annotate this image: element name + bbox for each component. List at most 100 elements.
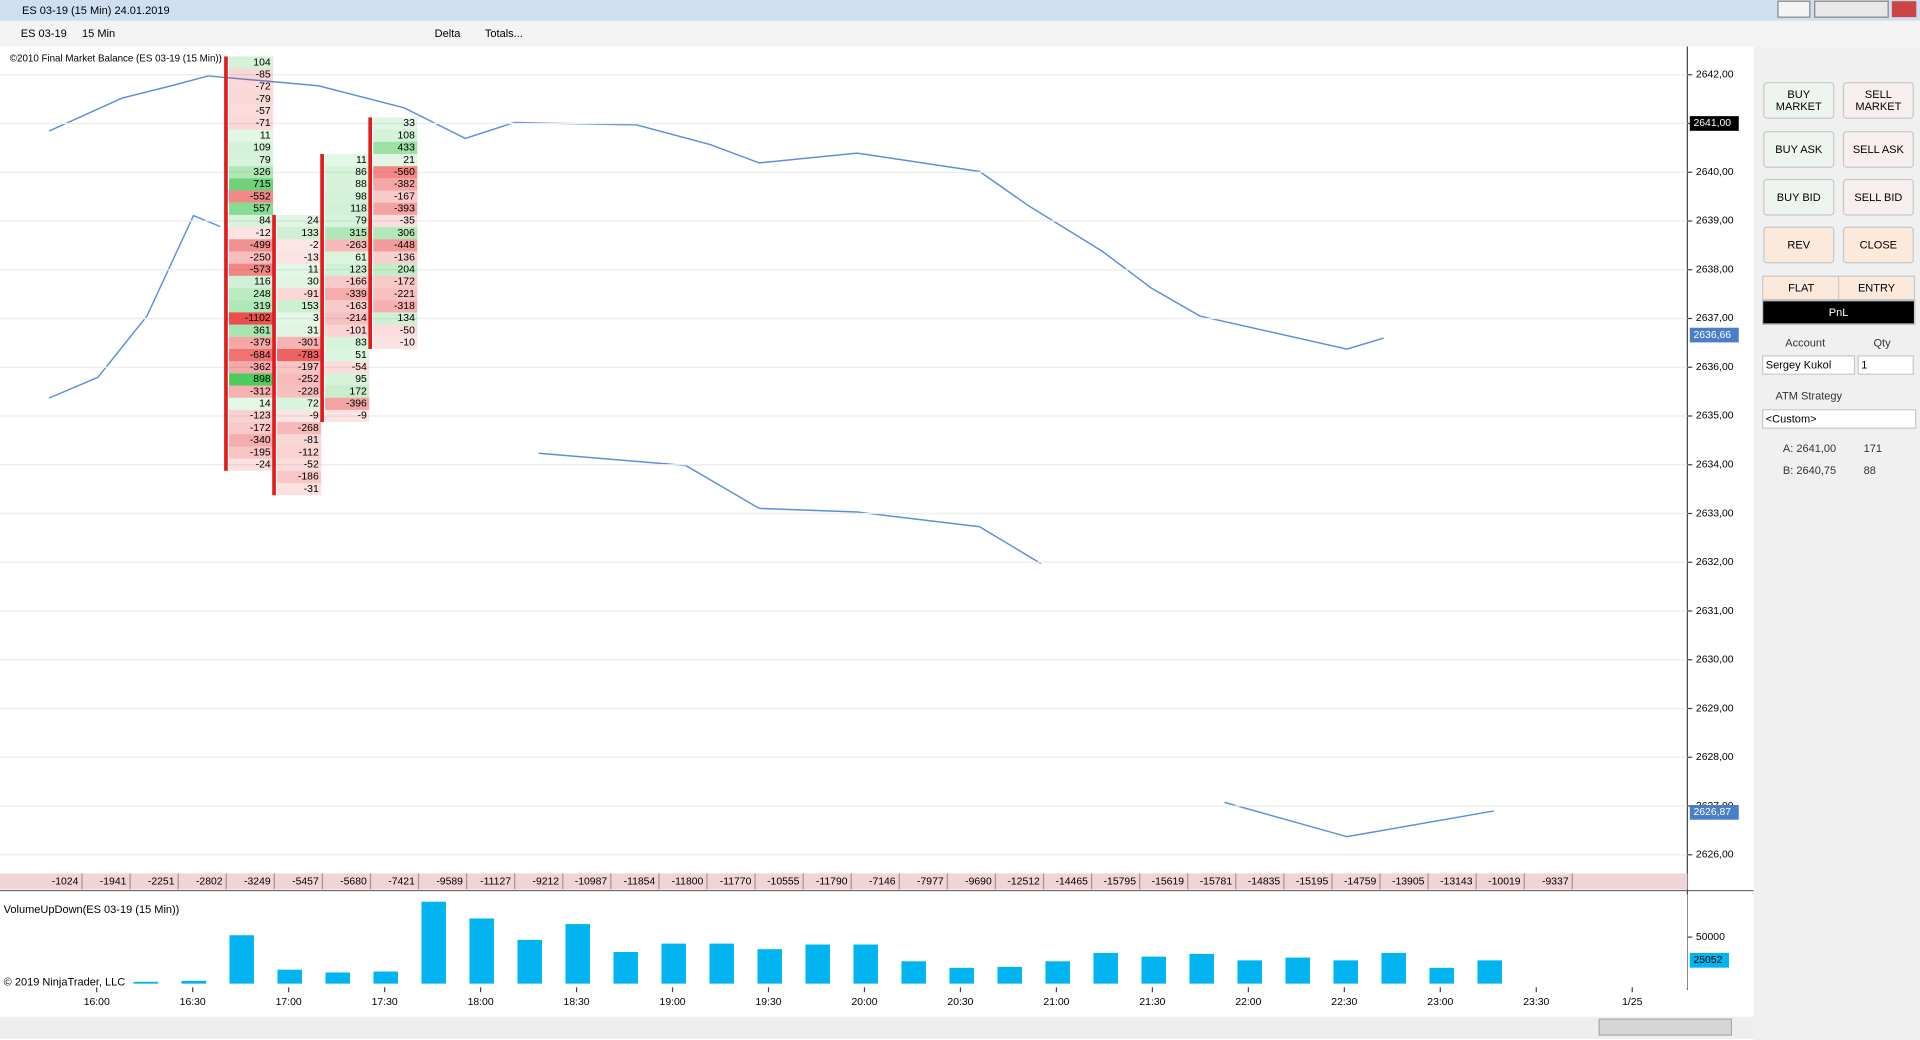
- x-tick-label: 16:00: [84, 997, 110, 1008]
- footprint-value: -9: [309, 411, 318, 422]
- delta-total: -2251: [148, 877, 175, 888]
- delta-total: -1024: [52, 877, 79, 888]
- window-button[interactable]: [1777, 0, 1811, 18]
- footprint-cell: [325, 251, 370, 264]
- sell-bid[interactable]: SELL BID: [1842, 178, 1914, 216]
- reverse[interactable]: REV: [1763, 226, 1835, 264]
- y-tick-label: 2638,00: [1696, 264, 1734, 275]
- toolbar: [0, 20, 1920, 47]
- delta-total: -10987: [575, 877, 608, 888]
- footprint-cell: [325, 214, 370, 228]
- footprint-cell: [373, 239, 418, 252]
- footprint-cell: [277, 239, 322, 252]
- price-marker: [1689, 116, 1739, 131]
- footprint-cell: [277, 336, 322, 349]
- footprint-value: -197: [298, 362, 319, 373]
- footprint-value: -573: [250, 264, 271, 275]
- x-tick-label: 23:00: [1427, 997, 1453, 1008]
- footprint-cell: [325, 166, 370, 179]
- x-tick-label: 20:00: [851, 997, 877, 1008]
- copyright: © 2019 NinjaTrader, LLC: [4, 976, 126, 988]
- footprint-value: 31: [307, 325, 319, 336]
- footprint-cell: [229, 434, 274, 447]
- footprint-value: 11: [356, 155, 367, 166]
- footprint-cell: [229, 178, 274, 191]
- y-tick-label: 2636,00: [1696, 362, 1734, 373]
- footprint-value: -340: [250, 435, 271, 446]
- footprint-cell: [229, 397, 274, 410]
- x-tick-label: 18:30: [564, 997, 590, 1008]
- style[interactable]: Delta: [435, 28, 462, 40]
- footprint-cell: [325, 409, 370, 423]
- footprint-value: 319: [253, 301, 271, 312]
- footprint-cell: [325, 300, 370, 313]
- close-position[interactable]: CLOSE: [1842, 226, 1914, 264]
- footprint-value: 79: [355, 216, 367, 227]
- footprint-value: 361: [253, 325, 271, 336]
- footprint-value: 24: [307, 216, 319, 227]
- footprint-value: 83: [355, 338, 367, 349]
- instrument[interactable]: ES 03-19: [21, 28, 67, 40]
- entry[interactable]: ENTRY: [1837, 275, 1916, 301]
- footprint-value: -163: [346, 301, 367, 312]
- footprint-cell: [373, 300, 418, 313]
- footprint-cell: [229, 166, 274, 179]
- buy-ask[interactable]: BUY ASK: [1763, 131, 1835, 168]
- close-window[interactable]: [1891, 1, 1917, 18]
- scrollbar[interactable]: [0, 1016, 1754, 1039]
- y-tick-label: 2642,00: [1696, 69, 1734, 80]
- y-tick-label: 2640,00: [1696, 167, 1734, 178]
- footprint-cell: [277, 458, 322, 471]
- volume-bar: [661, 943, 686, 984]
- footprint-value: 306: [398, 228, 416, 239]
- delta-total: -3249: [244, 877, 271, 888]
- footprint-value: -24: [256, 460, 271, 471]
- footprint-cell: [325, 178, 370, 191]
- delta-total: -5457: [292, 877, 319, 888]
- volume-bar: [565, 924, 590, 984]
- footprint-cell: [373, 336, 418, 349]
- delta-total: -7977: [917, 877, 944, 888]
- atm-label: ATM Strategy: [1775, 389, 1843, 402]
- sell-ask[interactable]: SELL ASK: [1842, 131, 1914, 168]
- y-tick-label: 2639,00: [1696, 216, 1734, 227]
- account-select[interactable]: Sergey Kukol: [1762, 355, 1856, 375]
- footprint-cell: [277, 470, 322, 484]
- footprint-value: 248: [253, 289, 271, 300]
- footprint-cell: [277, 324, 322, 337]
- flat[interactable]: FLAT: [1762, 275, 1841, 301]
- footprint-cell: [229, 214, 274, 228]
- volume-bar: [277, 969, 302, 984]
- footprint-cell: [277, 385, 322, 398]
- footprint-cell: [325, 275, 370, 289]
- footprint-value: -50: [400, 325, 415, 336]
- footprint-value: -79: [256, 94, 271, 105]
- buy-bid[interactable]: BUY BID: [1763, 178, 1835, 216]
- footprint-value: -448: [394, 240, 415, 251]
- footprint-cell: [229, 312, 274, 325]
- delta-total: -11854: [624, 877, 656, 888]
- scroll-thumb[interactable]: [1598, 1018, 1733, 1036]
- footprint-cell: [277, 434, 322, 447]
- atm-select[interactable]: <Custom>: [1762, 409, 1917, 429]
- volume-bar: [1333, 960, 1358, 984]
- footprint-cell: [373, 214, 418, 228]
- footprint-value: 557: [253, 204, 271, 215]
- buy-market[interactable]: BUY MARKET: [1763, 82, 1835, 119]
- totals[interactable]: Totals...: [485, 28, 523, 40]
- footprint-value: 51: [355, 350, 367, 361]
- delta-total: -9690: [965, 877, 992, 888]
- footprint-value: -783: [298, 350, 319, 361]
- footprint-cell: [373, 202, 418, 215]
- qty-input[interactable]: 1: [1857, 355, 1914, 375]
- volume-bar: [133, 981, 158, 984]
- footprint-value: 433: [398, 143, 416, 154]
- footprint-value: -312: [250, 386, 271, 397]
- sell-market[interactable]: SELL MARKET: [1842, 82, 1914, 119]
- interval[interactable]: 15 Min: [82, 28, 115, 40]
- footprint-cell: [229, 275, 274, 289]
- footprint-value: 95: [355, 374, 367, 385]
- footprint-cell: [229, 288, 274, 301]
- window-controls[interactable]: [1814, 0, 1889, 18]
- volume-marker-label: 25052: [1693, 955, 1722, 966]
